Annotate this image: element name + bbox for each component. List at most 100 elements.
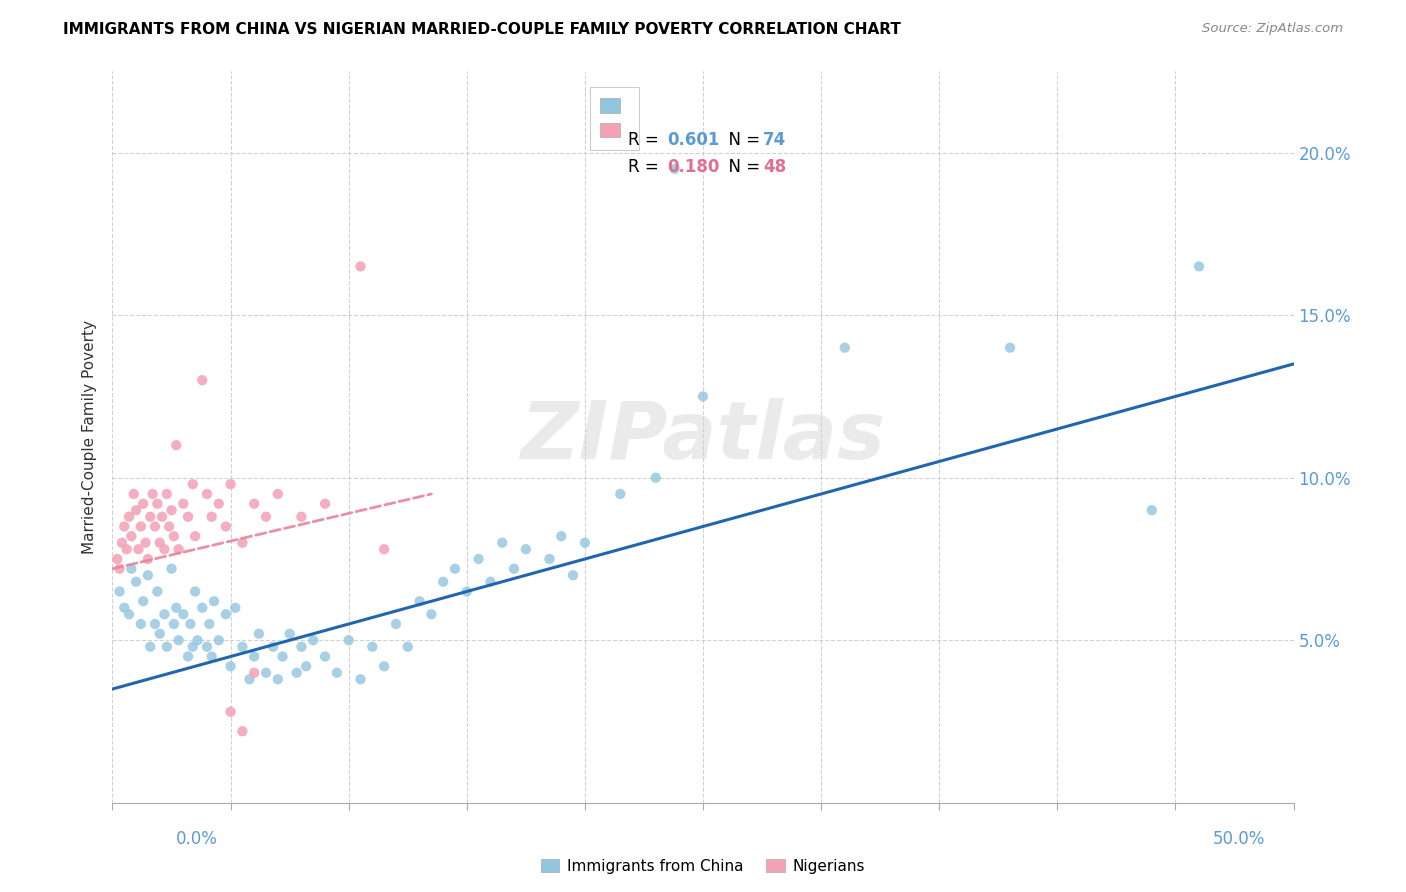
Point (195, 640, 218, 654)
Point (219, 477, 242, 491)
Point (479, 574, 502, 589)
Point (115, 542, 138, 557)
Point (172, 607, 194, 622)
Point (326, 665, 349, 680)
Point (238, 673, 260, 687)
Point (105, 552, 128, 566)
Point (108, 584, 131, 599)
Point (456, 584, 478, 599)
Point (118, 607, 141, 622)
Point (146, 584, 169, 599)
Point (243, 649, 266, 664)
Point (420, 607, 443, 622)
Point (163, 617, 186, 632)
Point (111, 535, 134, 549)
Point (201, 509, 224, 524)
Point (247, 626, 270, 640)
Point (219, 659, 242, 673)
Legend: Immigrants from China, Nigerians: Immigrants from China, Nigerians (534, 853, 872, 880)
Point (129, 519, 152, 533)
Point (267, 487, 290, 501)
Point (373, 542, 395, 557)
Point (834, 341, 856, 355)
Point (254, 665, 277, 680)
Text: ZIPatlas: ZIPatlas (520, 398, 886, 476)
Point (181, 640, 204, 654)
Point (408, 594, 430, 608)
Point (1140, 503, 1163, 517)
Text: 0.180: 0.180 (668, 159, 720, 177)
Text: R =: R = (628, 131, 664, 149)
Point (215, 519, 238, 533)
Point (160, 562, 183, 576)
Point (127, 542, 149, 557)
Point (609, 487, 631, 501)
Point (224, 600, 246, 615)
Point (254, 509, 277, 524)
Point (550, 529, 572, 543)
Point (167, 633, 190, 648)
Point (120, 562, 142, 576)
Text: N =: N = (718, 159, 766, 177)
Point (285, 665, 308, 680)
Point (208, 633, 231, 648)
Point (108, 562, 131, 576)
Point (153, 542, 176, 557)
Text: R =: R = (628, 159, 664, 177)
Point (112, 519, 135, 533)
Point (120, 529, 142, 543)
Legend: , : , (591, 87, 638, 150)
Text: 74: 74 (763, 131, 786, 149)
Point (515, 542, 537, 557)
Point (136, 568, 159, 582)
Point (191, 373, 214, 387)
Text: IMMIGRANTS FROM CHINA VS NIGERIAN MARRIED-COUPLE FAMILY POVERTY CORRELATION CHAR: IMMIGRANTS FROM CHINA VS NIGERIAN MARRIE… (63, 22, 901, 37)
Point (314, 497, 336, 511)
Point (231, 535, 253, 549)
Point (271, 649, 294, 664)
Point (432, 574, 454, 589)
Point (202, 594, 225, 608)
Point (125, 503, 148, 517)
Point (146, 497, 169, 511)
Point (562, 568, 585, 582)
Point (503, 562, 526, 576)
Point (215, 607, 238, 622)
Point (314, 649, 336, 664)
Point (139, 640, 162, 654)
Point (467, 552, 489, 566)
Point (165, 438, 187, 452)
Point (132, 497, 155, 511)
Point (112, 600, 135, 615)
Text: 0.601: 0.601 (668, 131, 720, 149)
Point (278, 626, 301, 640)
Point (349, 260, 371, 274)
Point (177, 649, 200, 664)
Point (664, 161, 686, 176)
Point (184, 584, 207, 599)
Point (295, 659, 318, 673)
Text: 0.0%: 0.0% (176, 830, 218, 847)
Point (125, 574, 148, 589)
Point (444, 562, 467, 576)
Point (290, 509, 312, 524)
Point (179, 617, 201, 632)
Point (163, 529, 186, 543)
Point (186, 633, 208, 648)
Point (157, 519, 180, 533)
Point (195, 487, 218, 501)
Point (385, 617, 408, 632)
Point (136, 552, 159, 566)
Text: Source: ZipAtlas.com: Source: ZipAtlas.com (1202, 22, 1343, 36)
Point (198, 617, 221, 632)
Point (143, 519, 166, 533)
Text: 48: 48 (763, 159, 786, 177)
Point (1188, 260, 1211, 274)
Point (373, 659, 395, 673)
Point (231, 640, 253, 654)
Point (243, 665, 266, 680)
Point (191, 600, 214, 615)
Point (142, 487, 165, 501)
Point (149, 626, 172, 640)
Point (177, 509, 200, 524)
